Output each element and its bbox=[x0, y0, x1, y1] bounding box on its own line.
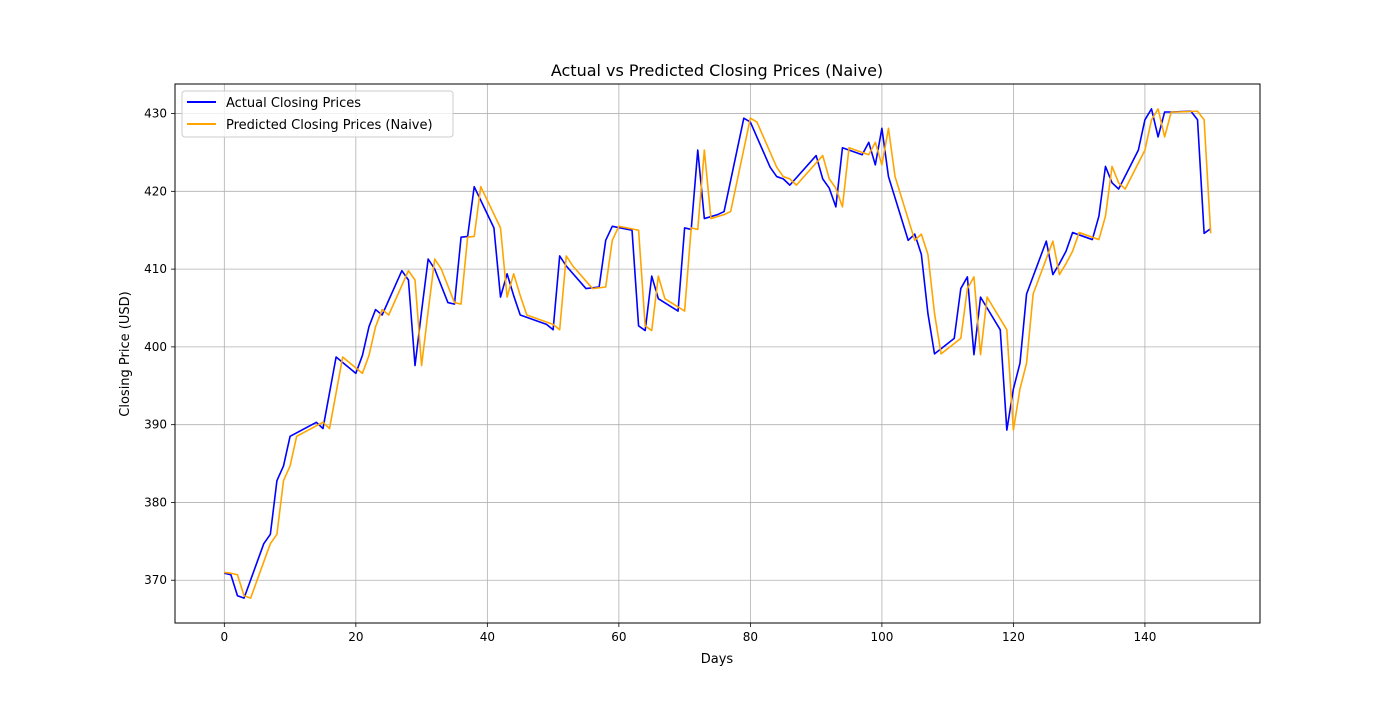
x-tick-label-3: 60 bbox=[611, 630, 626, 644]
x-tick-label-1: 20 bbox=[348, 630, 363, 644]
grid-lines bbox=[175, 84, 1260, 623]
y-axis-label: Closing Price (USD) bbox=[118, 291, 133, 416]
y-tick-label-2: 390 bbox=[144, 418, 167, 432]
x-tick-label-6: 120 bbox=[1002, 630, 1025, 644]
x-tick-label-7: 140 bbox=[1133, 630, 1156, 644]
legend-box bbox=[181, 90, 454, 138]
y-tick-label-6: 430 bbox=[144, 107, 167, 121]
y-tick-label-5: 420 bbox=[144, 184, 167, 198]
series-lines bbox=[224, 108, 1212, 599]
x-axis-label: Days bbox=[701, 652, 734, 667]
chart-title: Actual vs Predicted Closing Prices (Naiv… bbox=[551, 61, 883, 80]
x-tick-label-0: 0 bbox=[220, 630, 228, 644]
legend-label-actual: Actual Closing Prices bbox=[226, 96, 361, 111]
y-tick-label-3: 400 bbox=[144, 340, 167, 354]
predicted-closing-line bbox=[224, 108, 1212, 599]
x-tick-label-5: 100 bbox=[870, 630, 893, 644]
plot-area-frame bbox=[174, 83, 1261, 624]
y-tick-label-4: 410 bbox=[144, 262, 167, 276]
axis-ticks: 0 20 40 60 80 100 120 140 370 380 390 400 410 420 430 bbox=[144, 107, 1156, 644]
y-tick-label-0: 370 bbox=[144, 573, 167, 587]
x-tick-label-2: 40 bbox=[480, 630, 495, 644]
x-tick-label-4: 80 bbox=[743, 630, 758, 644]
y-tick-label-1: 380 bbox=[144, 495, 167, 509]
legend: Actual Closing Prices Predicted Closing … bbox=[181, 90, 454, 138]
legend-label-predicted: Predicted Closing Prices (Naive) bbox=[226, 118, 433, 133]
